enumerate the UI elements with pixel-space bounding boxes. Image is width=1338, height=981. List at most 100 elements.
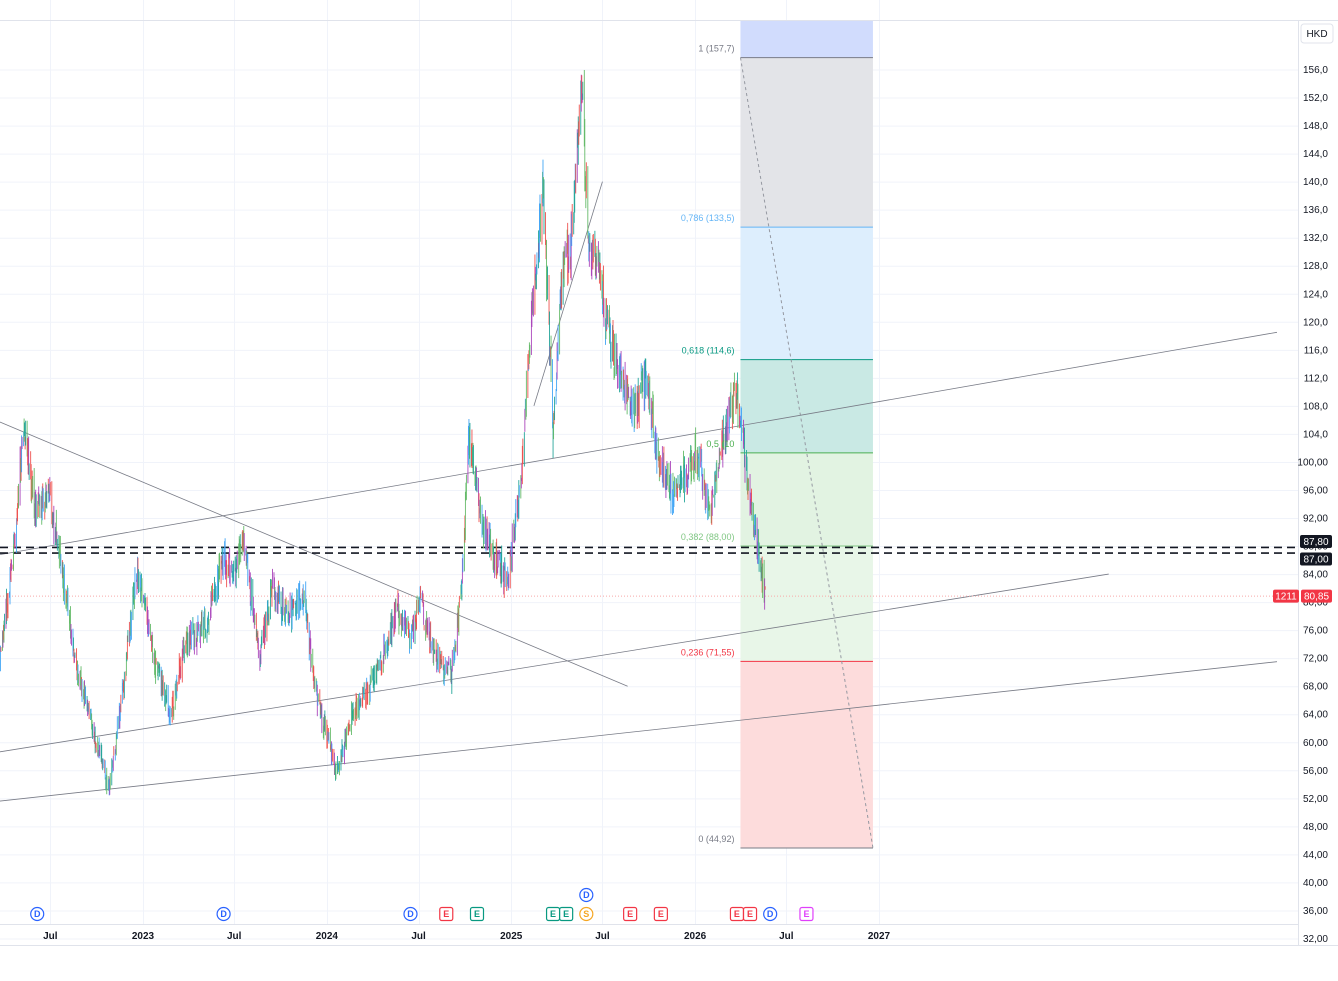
x-tick-label: Jul [595, 931, 610, 942]
event-marker-label: S [583, 909, 589, 919]
trend-line[interactable] [0, 331, 1278, 567]
x-tick-label: Jul [779, 931, 794, 942]
price-tags: 87,80 87,00 1211 80,85 [1273, 534, 1332, 603]
event-marker-label: D [583, 890, 590, 900]
last-price-tag[interactable]: 1211 80,85 [1273, 589, 1332, 603]
y-tick-label: 112,0 [1304, 373, 1329, 384]
fib-level-label: 0 (44,92) [698, 834, 734, 844]
y-tick-label: 140,0 [1303, 177, 1328, 188]
y-tick-label: 56,00 [1303, 766, 1328, 777]
price-tag-value: 87,80 [1303, 537, 1328, 548]
y-tick-label: 132,0 [1303, 233, 1328, 244]
earnings-marker[interactable]: E [469, 906, 485, 922]
horizontal-line-price-tag[interactable]: 87,00 [1300, 552, 1332, 566]
dividend-marker[interactable]: D [30, 906, 45, 922]
x-tick-label: 2023 [132, 931, 155, 942]
y-tick-label: 68,00 [1303, 682, 1328, 693]
fib-level-label: 0,382 (88,00) [681, 532, 735, 542]
y-tick-label: 92,00 [1303, 514, 1328, 525]
y-tick-label: 76,00 [1303, 626, 1328, 637]
earnings-marker[interactable]: E [653, 906, 668, 922]
earnings-marker[interactable]: E [439, 906, 454, 922]
price-candles [0, 69, 766, 796]
y-tick-label: 96,00 [1303, 485, 1328, 496]
fib-level-label: 0,618 (114,6) [682, 346, 735, 356]
x-tick-label: Jul [43, 931, 58, 942]
event-marker-label: E [803, 909, 809, 919]
y-tick-label: 40,00 [1303, 878, 1328, 889]
trend-line[interactable] [0, 661, 1278, 809]
event-marker-label: D [407, 909, 414, 919]
x-tick-label: 2024 [316, 931, 339, 942]
x-tick-label: 2025 [500, 931, 523, 942]
trend-line[interactable] [0, 392, 628, 687]
horizontal-line-price-tag[interactable]: 87,80 [1300, 534, 1332, 548]
dividend-marker[interactable]: D [579, 887, 594, 903]
fib-level-label: 0,5 (10 [706, 439, 734, 449]
fib-level-label: 0,786 (133,5) [681, 213, 735, 223]
y-tick-label: 44,00 [1303, 850, 1328, 861]
fib-level-label: 0,236 (71,55) [681, 647, 735, 657]
event-marker-label: E [627, 909, 633, 919]
trend-lines[interactable] [0, 181, 1278, 809]
y-tick-label: 52,00 [1303, 794, 1328, 805]
event-marker-label: D [767, 909, 774, 919]
y-tick-label: 104,0 [1303, 429, 1328, 440]
y-tick-label: 84,00 [1303, 570, 1328, 581]
event-marker-label: E [443, 909, 449, 919]
currency-label[interactable]: HKD [1306, 29, 1327, 40]
y-tick-label: 60,00 [1303, 738, 1328, 749]
event-markers[interactable]: D D D E E E E SDE E E E D E [30, 887, 814, 922]
y-tick-label: 144,0 [1303, 149, 1328, 160]
event-marker-label: D [34, 909, 41, 919]
trend-line[interactable] [533, 181, 603, 407]
x-tick-label: 2027 [868, 931, 891, 942]
fib-level-label: 1 (157,7) [698, 44, 734, 54]
earnings-marker[interactable]: E [545, 906, 561, 922]
earnings-marker[interactable]: E [742, 906, 758, 922]
event-marker-label: E [734, 909, 740, 919]
fib-band [740, 227, 873, 360]
price-tag-value: 87,00 [1303, 555, 1328, 566]
dividend-marker[interactable]: D [216, 906, 231, 922]
y-tick-label: 136,0 [1303, 205, 1328, 216]
y-tick-label: 148,0 [1303, 121, 1328, 132]
dividend-marker[interactable]: D [763, 906, 778, 922]
fib-band [740, 452, 873, 547]
y-tick-label: 64,00 [1303, 710, 1328, 721]
earnings-marker[interactable]: E [729, 906, 745, 922]
y-tick-label: 80,00 [1303, 598, 1328, 609]
horizontal-lines[interactable] [0, 546, 1298, 597]
event-marker-label: E [747, 909, 753, 919]
y-tick-label: 72,00 [1303, 654, 1328, 665]
split-marker[interactable]: S [579, 906, 594, 922]
chart-grid [0, 0, 1298, 940]
earnings-marker[interactable]: E [623, 906, 638, 922]
earnings-marker[interactable]: E [559, 906, 574, 922]
fib-retracement[interactable] [739, 20, 874, 849]
fib-trend-line[interactable] [739, 57, 874, 849]
x-tick-label: 2026 [684, 931, 707, 942]
y-tick-label: 48,00 [1303, 822, 1328, 833]
currency-box[interactable] [1300, 23, 1334, 44]
trend-line[interactable] [0, 573, 1109, 763]
last-price-value: 80,85 [1304, 592, 1329, 603]
y-tick-label: 32,00 [1303, 934, 1328, 945]
time-axis[interactable]: Jul 2023 Jul 2024 Jul 2025 Jul 2026 Jul 2027 [43, 931, 890, 942]
y-tick-label: 124,0 [1303, 289, 1328, 300]
chart-axes [0, 20, 1338, 946]
fib-level-labels: 1 (157,7) 0,786 (133,5) 0,618 (114,6) 0,5 (… [681, 44, 735, 844]
event-marker-label: E [474, 909, 480, 919]
y-tick-label: 36,00 [1303, 906, 1328, 917]
price-axis[interactable]: 32,00 36,00 40,00 44,00 48,00 52,00 56,00 60,00… [1297, 65, 1328, 945]
fib-band [740, 20, 873, 58]
event-marker-label: E [658, 909, 664, 919]
fib-band [740, 57, 873, 228]
earnings-marker[interactable]: E [799, 906, 814, 922]
y-tick-label: 116,0 [1304, 345, 1329, 356]
y-tick-label: 108,0 [1303, 401, 1328, 412]
y-tick-label: 120,0 [1303, 317, 1328, 328]
y-tick-label: 156,0 [1303, 65, 1328, 76]
dividend-marker[interactable]: D [403, 906, 418, 922]
